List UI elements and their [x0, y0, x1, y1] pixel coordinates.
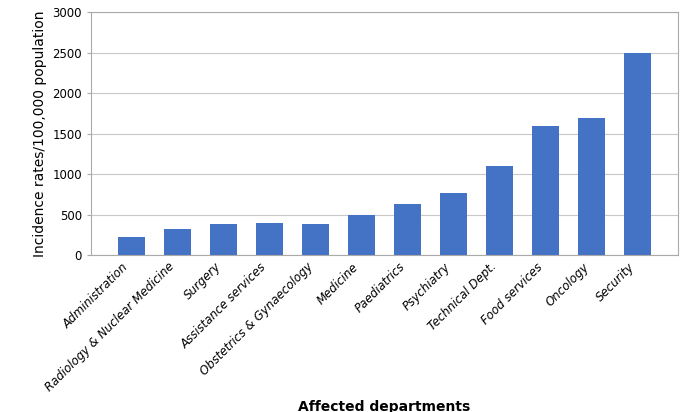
- Bar: [347, 215, 375, 255]
- Bar: [532, 126, 559, 255]
- Bar: [302, 224, 329, 255]
- Bar: [486, 166, 513, 255]
- Bar: [440, 193, 467, 255]
- Bar: [256, 223, 283, 255]
- X-axis label: Affected departments: Affected departments: [298, 400, 470, 412]
- Y-axis label: Incidence rates/100,000 population: Incidence rates/100,000 population: [33, 11, 47, 257]
- Bar: [164, 229, 192, 255]
- Bar: [624, 53, 651, 255]
- Bar: [210, 224, 237, 255]
- Bar: [117, 237, 145, 255]
- Bar: [394, 204, 421, 255]
- Bar: [577, 118, 605, 255]
